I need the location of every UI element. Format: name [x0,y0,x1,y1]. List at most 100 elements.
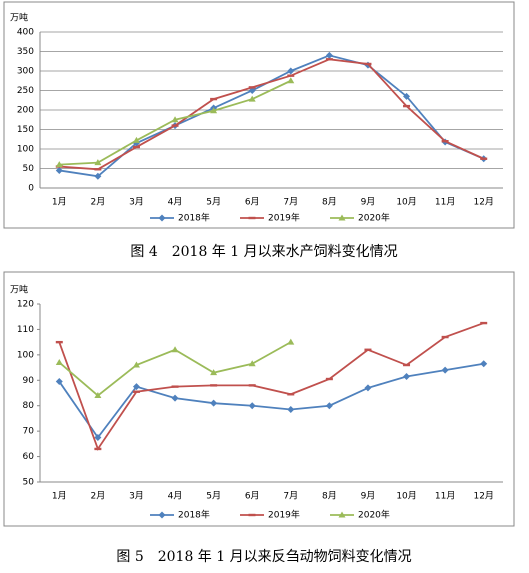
data-point [248,86,256,89]
data-point [55,340,63,344]
data-point [210,369,218,376]
data-point [403,92,411,100]
data-point [210,97,218,101]
series-line [59,54,485,178]
data-point [132,361,140,368]
legend-marker [248,216,256,220]
data-point [287,74,295,77]
y-tick-label: 100 [17,350,34,360]
y-axis-label: 万吨 [10,284,28,296]
data-point [480,321,488,325]
x-tick-label: 3月 [129,491,144,502]
x-tick-label: 4月 [168,197,183,208]
data-point [171,116,179,123]
data-point [94,172,102,180]
x-tick-label: 10月 [396,491,416,502]
legend-marker [158,214,166,222]
x-tick-label: 4月 [168,491,183,502]
legend-marker [248,513,256,517]
data-point [94,434,102,441]
legend-label: 2020年 [358,212,390,224]
data-point [132,383,140,391]
data-point [248,360,256,367]
data-point [171,346,179,353]
y-tick-label: 400 [17,28,34,38]
data-point [94,392,102,399]
data-point [94,159,102,166]
data-point [480,360,488,368]
data-point [55,358,63,365]
data-point [287,77,295,84]
data-point [210,384,218,387]
y-tick-label: 80 [23,401,35,411]
y-tick-label: 200 [17,106,34,116]
data-point [171,385,179,388]
x-tick-label: 7月 [283,197,298,208]
data-point [364,348,372,351]
data-point [364,62,372,66]
y-tick-label: 50 [23,164,35,174]
data-point [132,390,140,393]
data-point [55,166,63,174]
legend-label: 2020年 [358,509,390,521]
data-point [287,67,295,75]
y-tick-label: 150 [17,125,34,135]
legend-marker [158,511,166,519]
data-point [441,335,449,339]
data-point [325,402,333,410]
y-tick-label: 110 [17,325,34,335]
y-tick-label: 250 [17,86,34,96]
x-tick-label: 8月 [322,491,337,502]
y-tick-label: 90 [23,376,35,386]
data-point [403,104,411,108]
data-point [171,124,179,127]
caption: 图 4 2018 年 1 月以来水产饲料变化情况 [130,244,397,260]
y-tick-label: 300 [17,67,34,77]
data-point [94,168,102,171]
x-tick-label: 6月 [245,491,260,502]
x-tick-label: 12月 [473,197,493,208]
data-point [55,378,63,386]
y-tick-label: 100 [17,145,34,155]
y-axis-label: 万吨 [10,12,28,24]
x-tick-label: 2月 [91,197,106,208]
x-tick-label: 1月 [52,491,67,502]
data-point [248,384,256,387]
x-tick-label: 7月 [283,491,298,502]
x-tick-label: 12月 [473,491,493,502]
data-point [403,363,411,367]
x-tick-label: 9月 [361,491,376,502]
series-line [58,362,484,440]
x-tick-label: 8月 [322,197,337,208]
y-tick-label: 120 [17,300,34,310]
x-tick-label: 1月 [52,197,67,208]
x-tick-label: 2月 [91,491,106,502]
data-point [287,393,295,396]
data-point [55,161,63,168]
data-point [132,145,140,149]
x-tick-label: 3月 [129,197,144,208]
data-point [171,394,179,402]
series-line [59,58,485,171]
data-point [364,384,372,392]
y-tick-label: 60 [23,452,35,462]
data-point [403,372,411,380]
data-point [132,136,140,143]
y-tick-label: 70 [23,427,35,437]
legend-label: 2019年 [268,212,300,224]
caption: 图 5 2018 年 1 月以来反刍动物饲料变化情况 [116,549,411,565]
data-point [210,399,218,407]
legend-label: 2019年 [268,509,300,521]
x-tick-label: 11月 [435,197,455,208]
data-point [248,402,256,410]
x-tick-label: 9月 [361,197,376,208]
legend-label: 2018年 [178,212,210,224]
x-tick-label: 10月 [396,197,416,208]
y-tick-label: 0 [28,184,34,194]
legend-marker [338,214,346,221]
data-point [210,107,218,114]
x-tick-label: 5月 [206,491,221,502]
legend-marker [338,511,346,518]
legend-label: 2018年 [178,509,210,521]
